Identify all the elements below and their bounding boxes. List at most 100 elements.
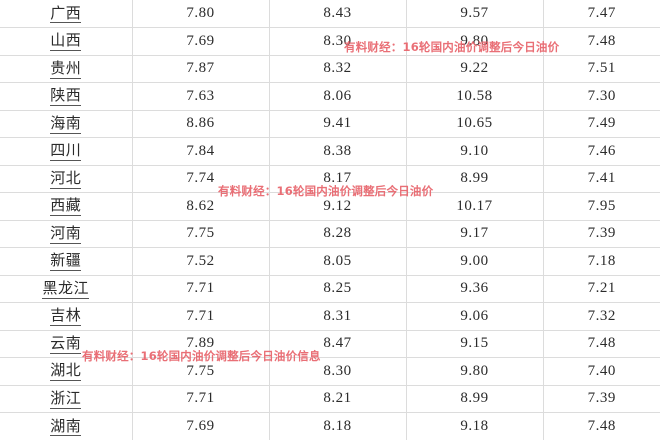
table-row: 吉林 7.71 8.31 9.06 7.32: [0, 302, 660, 331]
province-cell[interactable]: 云南: [0, 330, 133, 358]
price-cell-3: 9.15: [406, 330, 544, 358]
table-row: 山西 7.69 8.30 9.80 7.48: [0, 27, 660, 56]
table-row: 黑龙江 7.71 8.25 9.36 7.21: [0, 275, 660, 303]
price-cell-3: 8.99: [406, 165, 544, 193]
price-cell-4: 7.21: [543, 275, 660, 303]
province-cell[interactable]: 贵州: [0, 55, 133, 83]
province-name-label: 广西: [50, 3, 82, 24]
price-cell-2: 8.28: [269, 220, 407, 248]
price-cell-2: 8.06: [269, 82, 407, 111]
province-name-label: 河南: [50, 223, 82, 244]
province-cell[interactable]: 黑龙江: [0, 275, 133, 303]
price-cell-2: 8.05: [269, 247, 407, 276]
price-cell-4: 7.47: [543, 0, 660, 28]
price-cell-1: 7.74: [132, 165, 270, 193]
price-cell-2: 8.43: [269, 0, 407, 28]
price-cell-4: 7.41: [543, 165, 660, 193]
province-cell[interactable]: 浙江: [0, 385, 133, 413]
province-name-label: 新疆: [50, 251, 82, 272]
province-cell[interactable]: 西藏: [0, 192, 133, 221]
price-cell-2: 8.18: [269, 412, 407, 440]
table-row: 新疆 7.52 8.05 9.00 7.18: [0, 247, 660, 276]
price-cell-4: 7.39: [543, 220, 660, 248]
price-cell-3: 9.80: [406, 27, 544, 56]
price-cell-4: 7.48: [543, 27, 660, 56]
price-cell-1: 8.86: [132, 110, 270, 138]
price-cell-4: 7.32: [543, 302, 660, 331]
province-cell[interactable]: 海南: [0, 110, 133, 138]
province-cell[interactable]: 陕西: [0, 82, 133, 111]
price-cell-3: 9.10: [406, 137, 544, 166]
price-cell-4: 7.30: [543, 82, 660, 111]
province-cell[interactable]: 四川: [0, 137, 133, 166]
province-cell[interactable]: 湖南: [0, 412, 133, 440]
price-cell-2: 8.17: [269, 165, 407, 193]
table-row: 湖北 7.75 8.30 9.80 7.40: [0, 357, 660, 386]
table-row: 陕西 7.63 8.06 10.58 7.30: [0, 82, 660, 111]
table-row: 湖南 7.69 8.18 9.18 7.48: [0, 412, 660, 440]
price-cell-1: 7.71: [132, 275, 270, 303]
price-cell-3: 9.22: [406, 55, 544, 83]
price-cell-4: 7.48: [587, 418, 616, 434]
table-row: 河北 7.74 8.17 8.99 7.41: [0, 165, 660, 193]
price-cell-1: 8.62: [132, 192, 270, 221]
province-name-label: 河北: [50, 168, 82, 189]
province-cell[interactable]: 河南: [0, 220, 133, 248]
price-cell-4: 7.40: [543, 357, 660, 386]
province-name-label: 四川: [50, 141, 82, 162]
province-cell[interactable]: 河北: [0, 165, 133, 193]
table-row: 河南 7.75 8.28 9.17 7.39: [0, 220, 660, 248]
province-cell[interactable]: 山西: [0, 27, 133, 56]
price-cell-4: 7.46: [543, 137, 660, 166]
province-cell[interactable]: 新疆: [0, 247, 133, 276]
price-cell-2: 8.30: [269, 27, 407, 56]
price-cell-2: 8.47: [269, 330, 407, 358]
price-cell-4: 7.95: [543, 192, 660, 221]
price-cell-3: 9.36: [406, 275, 544, 303]
price-cell-3: 9.00: [406, 247, 544, 276]
price-cell-1: 7.75: [132, 220, 270, 248]
price-cell-4: 7.39: [543, 385, 660, 413]
price-cell-3: 9.57: [406, 0, 544, 28]
price-cell-1: 7.71: [132, 302, 270, 331]
province-name-label: 海南: [50, 113, 82, 134]
table-row: 海南 8.86 9.41 10.65 7.49: [0, 110, 660, 138]
province-cell[interactable]: 湖北: [0, 357, 133, 386]
price-cell-1: 7.87: [132, 55, 270, 83]
price-cell-4: 7.49: [543, 110, 660, 138]
province-name-label: 陕西: [50, 86, 82, 107]
price-cell-1: 7.89: [132, 330, 270, 358]
price-cell-1: 7.63: [132, 82, 270, 111]
price-cell-3: 10.58: [406, 82, 544, 111]
province-name-label: 吉林: [50, 306, 82, 327]
price-cell-3: 9.17: [406, 220, 544, 248]
price-cell-4: 7.18: [543, 247, 660, 276]
price-cell-2: 8.25: [269, 275, 407, 303]
price-cell-3: 9.06: [406, 302, 544, 331]
price-cell-2: 8.31: [269, 302, 407, 331]
price-cell-2: 8.38: [269, 137, 407, 166]
province-cell[interactable]: 广西: [0, 0, 133, 28]
price-cell-2: 9.12: [269, 192, 407, 221]
province-name-label: 西藏: [50, 196, 82, 217]
table-row: 广西 7.80 8.43 9.57 7.47: [0, 0, 660, 28]
price-cell-2: 8.32: [269, 55, 407, 83]
price-cell-2: 8.21: [269, 385, 407, 413]
price-cell-3: 10.65: [406, 110, 544, 138]
price-cell-1: 7.71: [132, 385, 270, 413]
price-cell-2: 8.30: [269, 357, 407, 386]
price-cell-4: 7.48: [543, 330, 660, 358]
province-name-label: 黑龙江: [42, 278, 89, 299]
province-name-label: 湖北: [50, 361, 82, 382]
province-cell[interactable]: 吉林: [0, 302, 133, 331]
table-row: 云南 7.89 8.47 9.15 7.48: [0, 330, 660, 358]
table-row: 贵州 7.87 8.32 9.22 7.51: [0, 55, 660, 83]
price-cell-1: 7.69: [132, 27, 270, 56]
province-name-label: 湖南: [50, 416, 82, 437]
province-name-label: 贵州: [50, 58, 82, 79]
price-cell-1: 7.75: [132, 357, 270, 386]
price-cell-3: 9.18: [406, 412, 544, 440]
province-name-label: 浙江: [50, 388, 82, 409]
